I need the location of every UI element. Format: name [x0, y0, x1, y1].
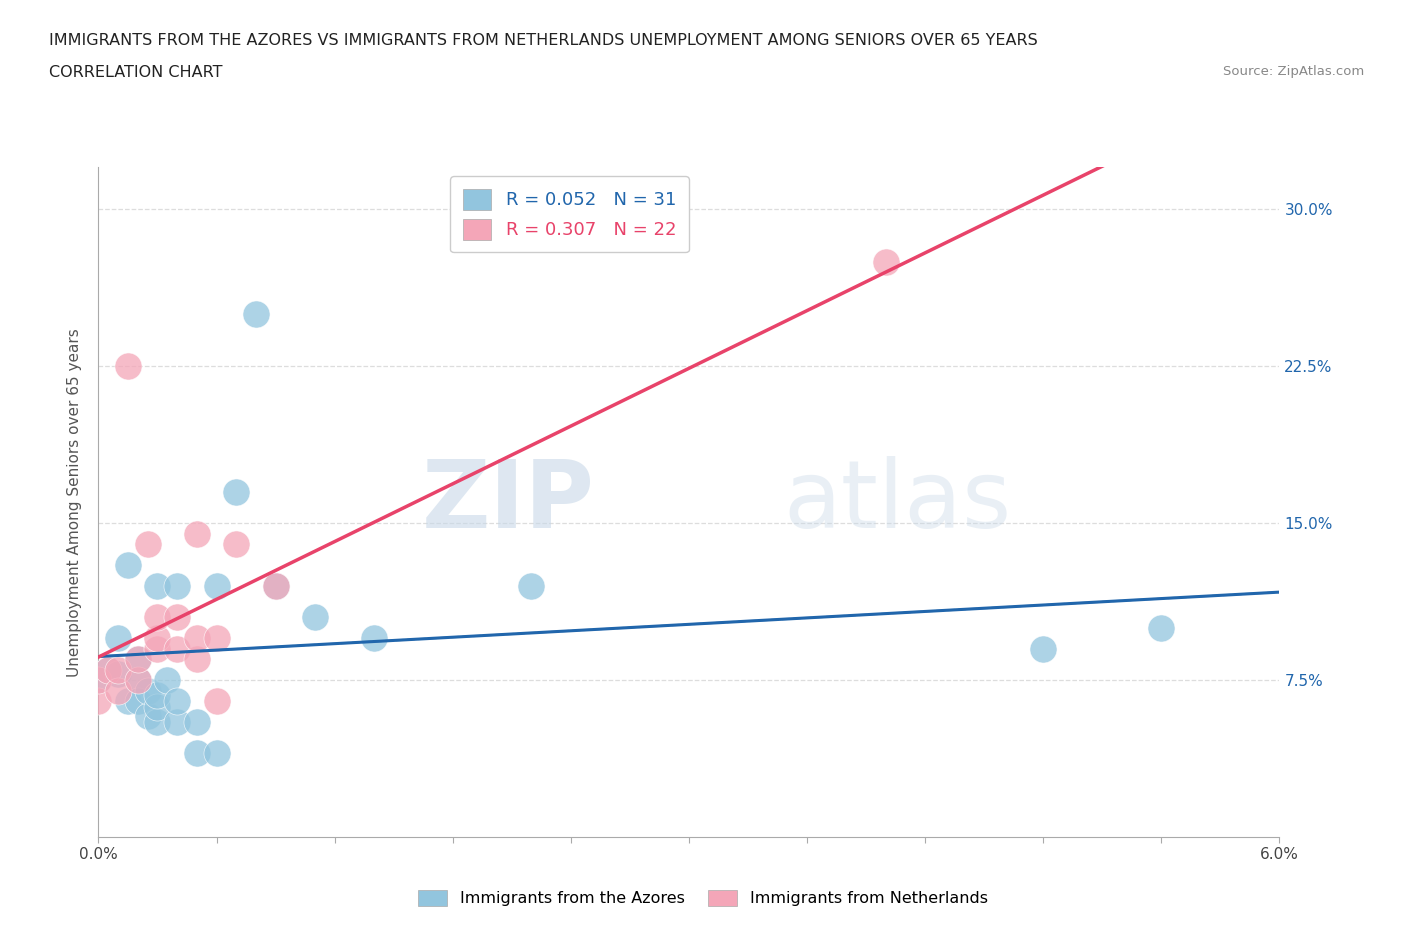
Point — [156, 672, 179, 687]
Point — [166, 714, 188, 729]
Point — [186, 631, 208, 645]
Point — [146, 642, 169, 657]
Point — [264, 578, 287, 593]
Point — [117, 694, 139, 709]
Point — [107, 667, 129, 682]
Point — [107, 683, 129, 698]
Text: CORRELATION CHART: CORRELATION CHART — [49, 65, 222, 80]
Point — [97, 662, 120, 677]
Point — [87, 672, 110, 687]
Point — [245, 307, 267, 322]
Legend: R = 0.052   N = 31, R = 0.307   N = 22: R = 0.052 N = 31, R = 0.307 N = 22 — [450, 177, 689, 252]
Point — [205, 631, 228, 645]
Point — [107, 631, 129, 645]
Point — [264, 578, 287, 593]
Point — [186, 652, 208, 667]
Y-axis label: Unemployment Among Seniors over 65 years: Unemployment Among Seniors over 65 years — [67, 328, 83, 677]
Point — [117, 359, 139, 374]
Point — [146, 687, 169, 702]
Point — [166, 642, 188, 657]
Point — [225, 537, 247, 551]
Point — [225, 485, 247, 499]
Point — [127, 652, 149, 667]
Point — [186, 526, 208, 541]
Point — [166, 694, 188, 709]
Point — [520, 578, 543, 593]
Point — [87, 694, 110, 709]
Legend: Immigrants from the Azores, Immigrants from Netherlands: Immigrants from the Azores, Immigrants f… — [412, 884, 994, 912]
Point — [117, 558, 139, 573]
Point — [127, 672, 149, 687]
Point — [166, 578, 188, 593]
Text: Source: ZipAtlas.com: Source: ZipAtlas.com — [1223, 65, 1364, 78]
Point — [166, 610, 188, 625]
Point — [1150, 620, 1173, 635]
Point — [146, 631, 169, 645]
Point — [146, 700, 169, 715]
Point — [97, 662, 120, 677]
Point — [205, 746, 228, 761]
Point — [186, 714, 208, 729]
Point — [87, 672, 110, 687]
Point — [136, 537, 159, 551]
Point — [205, 578, 228, 593]
Point — [136, 709, 159, 724]
Point — [107, 662, 129, 677]
Text: ZIP: ZIP — [422, 457, 595, 548]
Point — [875, 254, 897, 269]
Point — [205, 694, 228, 709]
Point — [363, 631, 385, 645]
Point — [127, 672, 149, 687]
Point — [146, 714, 169, 729]
Text: IMMIGRANTS FROM THE AZORES VS IMMIGRANTS FROM NETHERLANDS UNEMPLOYMENT AMONG SEN: IMMIGRANTS FROM THE AZORES VS IMMIGRANTS… — [49, 33, 1038, 47]
Point — [127, 652, 149, 667]
Point — [146, 578, 169, 593]
Point — [1032, 642, 1054, 657]
Point — [146, 610, 169, 625]
Point — [186, 746, 208, 761]
Point — [304, 610, 326, 625]
Text: atlas: atlas — [783, 457, 1012, 548]
Point — [136, 683, 159, 698]
Point — [127, 694, 149, 709]
